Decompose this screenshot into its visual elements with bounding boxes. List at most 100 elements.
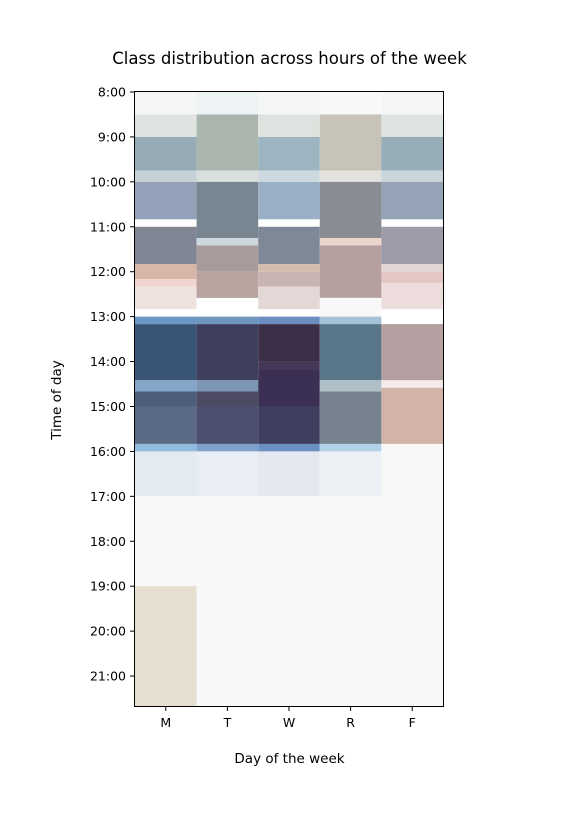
heatmap-cell <box>135 279 197 287</box>
heatmap-cell <box>319 92 382 115</box>
heatmap-cell <box>135 316 197 325</box>
heatmap-cell <box>319 391 382 444</box>
heatmap-cell <box>258 451 320 497</box>
heatmap-cell <box>135 136 197 171</box>
y-tick-label: 10:00 <box>90 174 126 189</box>
heatmap-cell <box>196 181 259 239</box>
heatmap-cell <box>135 324 197 381</box>
x-tick-label: R <box>346 715 355 730</box>
heatmap-cell <box>258 361 320 370</box>
heatmap-cell <box>381 380 443 388</box>
heatmap-cell <box>135 286 197 310</box>
heatmap-cell <box>196 316 259 325</box>
y-tick-label: 8:00 <box>98 85 126 100</box>
x-tick-label: T <box>223 715 232 730</box>
x-tick-label: M <box>160 715 171 730</box>
heatmap-cell <box>196 245 259 272</box>
heatmap-cell <box>319 114 382 171</box>
heatmap-cell <box>319 316 382 325</box>
heatmap-cell <box>196 380 259 392</box>
heatmap-cell <box>258 181 320 220</box>
heatmap-cell <box>258 226 320 265</box>
heatmap-cell <box>258 170 320 182</box>
heatmap-cell <box>381 282 443 310</box>
y-tick-label: 19:00 <box>90 579 126 594</box>
heatmap-cell <box>135 391 197 407</box>
heatmap-cell <box>196 170 259 182</box>
x-tick-label: F <box>409 715 416 730</box>
heatmap-cell <box>258 136 320 171</box>
heatmap-cell <box>381 443 443 706</box>
heatmap-cell <box>381 387 443 444</box>
y-tick-label: 20:00 <box>90 624 126 639</box>
heatmap-cell <box>258 286 320 310</box>
heatmap-cell <box>196 443 259 452</box>
heatmap-cell <box>258 443 320 452</box>
heatmap-cell <box>196 92 259 115</box>
heatmap-cell <box>319 443 382 452</box>
heatmap-cell <box>319 496 382 706</box>
y-tick-label: 14:00 <box>90 354 126 369</box>
heatmap-cell <box>319 324 382 381</box>
heatmap-cell <box>319 380 382 392</box>
y-tick-label: 18:00 <box>90 534 126 549</box>
heatmap-cell <box>135 181 197 220</box>
heatmap-cell <box>135 451 197 497</box>
y-tick-label: 13:00 <box>90 309 126 324</box>
heatmap-cell <box>135 226 197 265</box>
heatmap-cell <box>196 391 259 407</box>
heatmap-cell <box>196 271 259 298</box>
heatmap-cell <box>319 245 382 298</box>
heatmap-cell <box>319 181 382 239</box>
heatmap-cell <box>319 451 382 497</box>
chart-title: Class distribution across hours of the w… <box>112 49 467 68</box>
heatmap-cell <box>381 136 443 171</box>
heatmap-cell <box>381 170 443 182</box>
heatmap-cell <box>319 238 382 246</box>
heatmap-cell <box>319 170 382 182</box>
heatmap-cell <box>196 238 259 246</box>
heatmap-cell <box>258 369 320 407</box>
heatmap-cell <box>196 406 259 444</box>
heatmap-cell <box>258 92 320 115</box>
heatmap-cell <box>135 114 197 137</box>
heatmap-cell <box>381 114 443 137</box>
y-tick-label: 11:00 <box>90 219 126 234</box>
heatmap-cell <box>258 496 320 706</box>
y-tick-label: 15:00 <box>90 399 126 414</box>
y-axis-title: Time of day <box>49 360 65 440</box>
heatmap-cell <box>381 271 443 283</box>
heatmap-cell <box>196 451 259 497</box>
heatmap-cells <box>135 92 443 706</box>
heatmap-cell <box>196 496 259 706</box>
x-axis-title: Day of the week <box>234 751 344 767</box>
heatmap-cell <box>135 406 197 444</box>
heatmap-cell <box>381 226 443 265</box>
y-tick-label: 17:00 <box>90 489 126 504</box>
heatmap-cell <box>319 297 382 317</box>
heatmap-cell <box>135 264 197 280</box>
y-axis-ticks: 8:00 9:00 10:00 11:00 12:00 13:00 14:00 15:00 16… <box>90 85 135 684</box>
heatmap-cell <box>381 264 443 272</box>
heatmap-cell <box>258 114 320 137</box>
heatmap-cell <box>381 324 443 381</box>
y-tick-label: 9:00 <box>98 129 126 144</box>
heatmap-cell <box>258 316 320 325</box>
heatmap-cell <box>258 271 320 287</box>
y-tick-label: 21:00 <box>90 669 126 684</box>
heatmap-cell <box>381 92 443 115</box>
heatmap-cell <box>135 443 197 452</box>
heatmap-cell <box>258 406 320 444</box>
y-tick-label: 12:00 <box>90 264 126 279</box>
heatmap-cell <box>258 264 320 272</box>
heatmap-cell <box>135 92 197 115</box>
heatmap-cell <box>196 114 259 171</box>
heatmap-cell <box>135 170 197 182</box>
heatmap-cell <box>135 380 197 392</box>
heatmap-cell <box>135 586 197 706</box>
heatmap-cell <box>258 324 320 362</box>
x-tick-label: W <box>283 715 295 730</box>
y-tick-label: 16:00 <box>90 444 126 459</box>
